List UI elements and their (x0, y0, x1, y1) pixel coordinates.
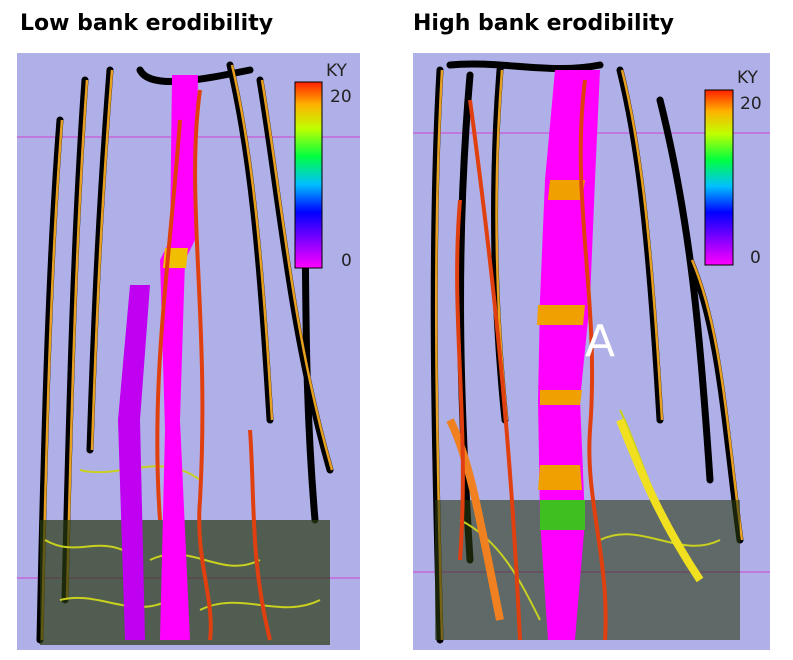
colorbar-min: 0 (341, 251, 352, 271)
panel-title: Low bank erodibility (20, 11, 273, 36)
colorbar: KY 20 0 (704, 68, 762, 268)
colorbar-label: KY (326, 61, 348, 81)
annotation: A (585, 316, 615, 367)
right-panel: High bank erodibility A KY 20 0 (413, 11, 770, 650)
colorbar-gradient (294, 81, 323, 269)
colorbar: KY 20 0 (294, 61, 352, 271)
deposits (36, 61, 334, 645)
deposits (430, 60, 744, 644)
colorbar-label: KY (737, 68, 759, 88)
colorbar-min: 0 (750, 248, 761, 268)
panel-title: High bank erodibility (413, 11, 674, 36)
colorbar-max: 20 (740, 94, 762, 114)
left-panel: Low bank erodibility KY 20 0 (17, 11, 360, 650)
colorbar-max: 20 (330, 87, 352, 107)
colorbar-gradient (704, 89, 734, 266)
